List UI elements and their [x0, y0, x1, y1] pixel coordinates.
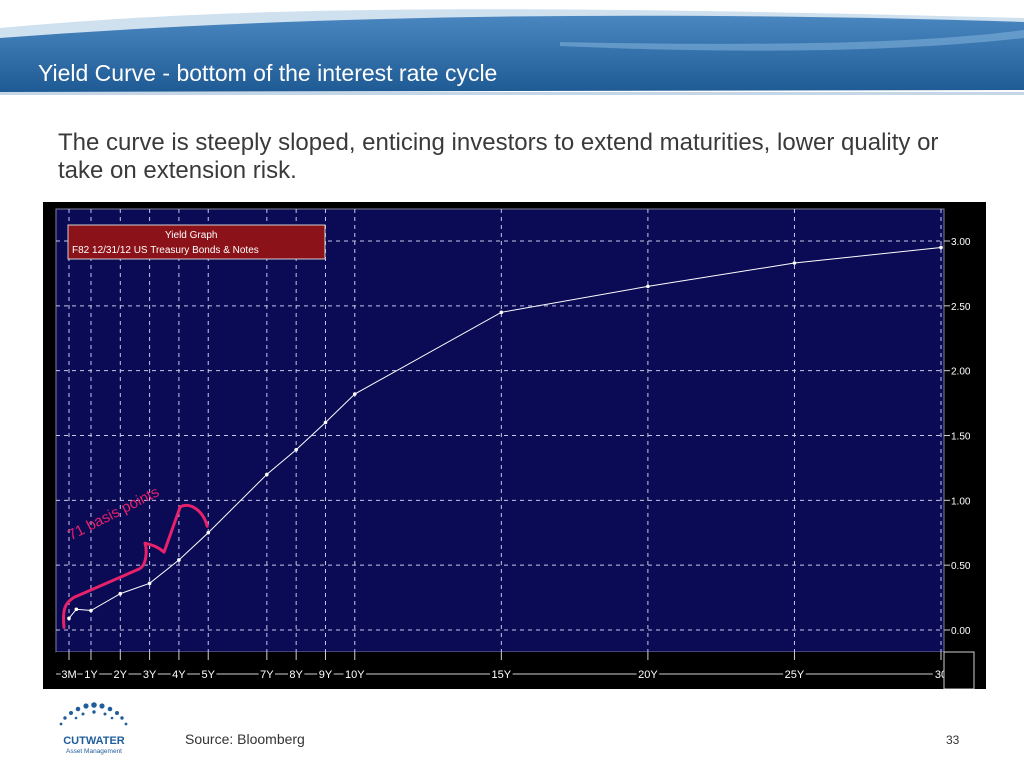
x-tick-label: 20Y	[638, 669, 658, 681]
x-tick-label-bg	[783, 667, 806, 681]
yield-chart-svg: Yield Graph F82 12/31/12 US Treasury Bon…	[55, 208, 975, 689]
plot-area	[56, 209, 944, 652]
x-tick-label-bg	[60, 667, 78, 681]
data-point	[646, 284, 650, 289]
header-banner	[0, 9, 1024, 95]
y-tick-label: 3.00	[951, 237, 971, 248]
source-note: Source: Bloomberg	[185, 731, 305, 747]
cutwater-logo: CUTWATER Asset Management	[59, 702, 128, 755]
x-tick-label: 10Y	[345, 669, 365, 681]
y-tick-label: 2.50	[951, 302, 971, 313]
page-number: 33	[946, 733, 960, 747]
data-point	[206, 530, 211, 535]
data-point	[74, 607, 79, 612]
x-tick-label: 4Y	[172, 669, 186, 681]
banner-underline	[0, 92, 1024, 95]
data-point	[792, 261, 797, 265]
legend-subtitle: F82 12/31/12 US Treasury Bonds & Notes	[72, 245, 259, 256]
data-point	[67, 616, 71, 621]
yield-chart: Yield Graph F82 12/31/12 US Treasury Bon…	[43, 202, 986, 689]
logo-dots	[59, 702, 128, 726]
x-tick-label: 1Y	[84, 669, 98, 681]
x-tick-label-bg	[317, 667, 334, 681]
x-tick-label-bg	[170, 667, 188, 681]
x-tick-label: 3M	[61, 669, 76, 681]
x-tick-label-bg	[112, 667, 129, 681]
x-tick-label-bg	[490, 667, 513, 681]
data-point	[89, 608, 93, 613]
x-tick-label-bg	[636, 667, 660, 681]
logo-subtitle: Asset Management	[66, 748, 122, 755]
body-text: The curve is steeply sloped, enticing in…	[58, 129, 939, 184]
data-point	[939, 245, 943, 250]
x-tick-label: 15Y	[492, 669, 512, 681]
y-tick-label: 0.50	[951, 561, 971, 572]
slide-title: Yield Curve - bottom of the interest rat…	[38, 60, 498, 86]
x-tick-label: 3Y	[143, 669, 157, 681]
data-point	[294, 447, 298, 452]
banner-wave-main	[0, 15, 1024, 92]
x-tick-label: 5Y	[201, 669, 215, 681]
y-axis: 0.00 0.50 1.00 1.50 2.00 2.50 3.00	[944, 237, 971, 637]
x-tick-label-bg	[343, 667, 367, 681]
y-tick-label: 1.00	[951, 496, 971, 507]
x-tick-label-bg	[82, 667, 100, 681]
data-point	[265, 472, 269, 477]
banner-swoosh	[560, 30, 1024, 51]
x-axis: 3M 1Y 2Y 3Y 4Y 5Y 7Y 8Y 9Y 10Y 15Y 20Y 25Y 30	[56, 652, 950, 689]
x-tick-label-bg	[258, 667, 276, 681]
logo-name: CUTWATER	[63, 735, 125, 747]
x-tick-label: 25Y	[785, 669, 805, 681]
x-tick-label-bg	[200, 667, 217, 681]
data-point	[147, 581, 152, 586]
y-tick-label: 1.50	[951, 432, 971, 443]
grid-lines	[56, 209, 944, 652]
series-yield	[67, 245, 943, 621]
data-point	[177, 558, 181, 562]
data-point	[499, 310, 504, 315]
y-tick-label: 2.00	[951, 367, 971, 378]
annotation-brace	[62, 503, 209, 629]
legend-title: Yield Graph	[165, 230, 217, 241]
x-tick-label-bg	[141, 667, 158, 681]
y-tick-label: 0.00	[951, 626, 971, 637]
x-tick-label: 8Y	[289, 669, 303, 681]
x-tick-label: 2Y	[114, 669, 128, 681]
data-point	[323, 420, 328, 425]
data-point	[118, 591, 123, 596]
x-tick-label: 9Y	[319, 669, 333, 681]
x-tick-label: 7Y	[260, 669, 274, 681]
x-tick-label-bg	[287, 667, 305, 681]
legend-box: Yield Graph F82 12/31/12 US Treasury Bon…	[67, 224, 326, 260]
data-point	[352, 392, 357, 396]
axis-corner-box	[943, 651, 975, 689]
